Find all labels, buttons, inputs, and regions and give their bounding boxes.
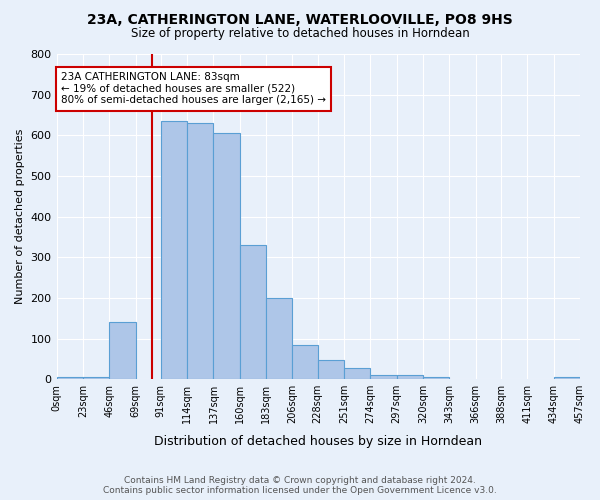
- Bar: [397, 375, 423, 379]
- Bar: [266, 298, 292, 379]
- Text: Contains HM Land Registry data © Crown copyright and database right 2024.: Contains HM Land Registry data © Crown c…: [124, 476, 476, 485]
- Bar: [344, 368, 370, 379]
- Bar: [423, 377, 449, 379]
- X-axis label: Distribution of detached houses by size in Horndean: Distribution of detached houses by size …: [154, 434, 482, 448]
- Bar: [292, 344, 317, 379]
- Text: 23A CATHERINGTON LANE: 83sqm
← 19% of detached houses are smaller (522)
80% of s: 23A CATHERINGTON LANE: 83sqm ← 19% of de…: [61, 72, 326, 106]
- Bar: [554, 377, 580, 379]
- Bar: [83, 377, 109, 379]
- Y-axis label: Number of detached properties: Number of detached properties: [15, 129, 25, 304]
- Bar: [370, 375, 397, 379]
- Bar: [317, 360, 344, 379]
- Bar: [56, 377, 83, 379]
- Bar: [187, 123, 214, 379]
- Text: Contains public sector information licensed under the Open Government Licence v3: Contains public sector information licen…: [103, 486, 497, 495]
- Bar: [240, 245, 266, 379]
- Bar: [109, 322, 136, 379]
- Text: 23A, CATHERINGTON LANE, WATERLOOVILLE, PO8 9HS: 23A, CATHERINGTON LANE, WATERLOOVILLE, P…: [87, 12, 513, 26]
- Text: Size of property relative to detached houses in Horndean: Size of property relative to detached ho…: [131, 28, 469, 40]
- Bar: [214, 134, 240, 379]
- Bar: [161, 121, 187, 379]
